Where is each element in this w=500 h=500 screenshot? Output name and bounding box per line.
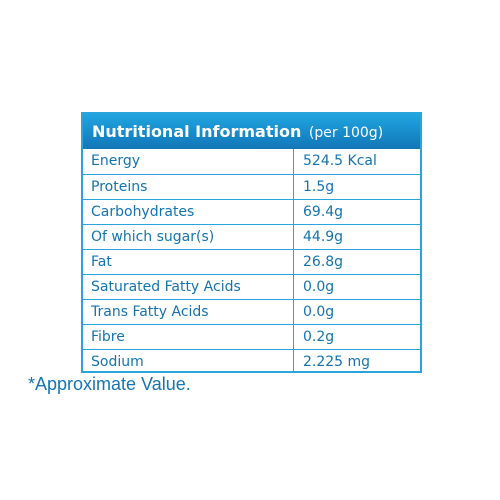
nutrition-rows: Energy 524.5 Kcal Proteins 1.5g Carbohyd… xyxy=(83,149,420,371)
nutrient-value: 2.225 mg xyxy=(303,354,371,370)
nutrient-value: 524.5 Kcal xyxy=(303,153,377,169)
nutrient-name: Of which sugar(s) xyxy=(83,225,294,249)
table-subtitle: (per 100g) xyxy=(308,125,384,141)
table-header: Nutritional Information (per 100g) xyxy=(83,114,420,149)
table-row: Saturated Fatty Acids 0.0g xyxy=(83,274,420,299)
nutrient-name: Energy xyxy=(83,149,294,174)
table-row: Of which sugar(s) 44.9g xyxy=(83,224,420,249)
table-row: Carbohydrates 69.4g xyxy=(83,199,420,224)
nutrient-name: Saturated Fatty Acids xyxy=(83,275,294,299)
nutrient-value: 26.8g xyxy=(303,254,344,270)
nutrition-table: Nutritional Information (per 100g) Energ… xyxy=(81,112,422,373)
table-title: Nutritional Information xyxy=(92,122,302,141)
nutrient-name: Fat xyxy=(83,250,294,274)
nutrient-name: Sodium xyxy=(83,350,294,371)
nutrient-name: Fibre xyxy=(83,325,294,349)
nutrient-value: 0.0g xyxy=(303,279,335,295)
table-row: Energy 524.5 Kcal xyxy=(83,149,420,174)
nutrient-value: 44.9g xyxy=(303,229,344,245)
table-row: Trans Fatty Acids 0.0g xyxy=(83,299,420,324)
approximate-value-footnote: *Approximate Value. xyxy=(28,374,191,394)
table-row: Fat 26.8g xyxy=(83,249,420,274)
nutrient-name: Trans Fatty Acids xyxy=(83,300,294,324)
nutrient-name: Proteins xyxy=(83,175,294,199)
nutrient-value: 1.5g xyxy=(303,179,335,195)
table-row: Fibre 0.2g xyxy=(83,324,420,349)
nutrient-value: 69.4g xyxy=(303,204,344,220)
nutrient-value: 0.2g xyxy=(303,329,335,345)
nutrient-name: Carbohydrates xyxy=(83,200,294,224)
nutrient-value: 0.0g xyxy=(303,304,335,320)
table-row: Sodium 2.225 mg xyxy=(83,349,420,371)
table-row: Proteins 1.5g xyxy=(83,174,420,199)
